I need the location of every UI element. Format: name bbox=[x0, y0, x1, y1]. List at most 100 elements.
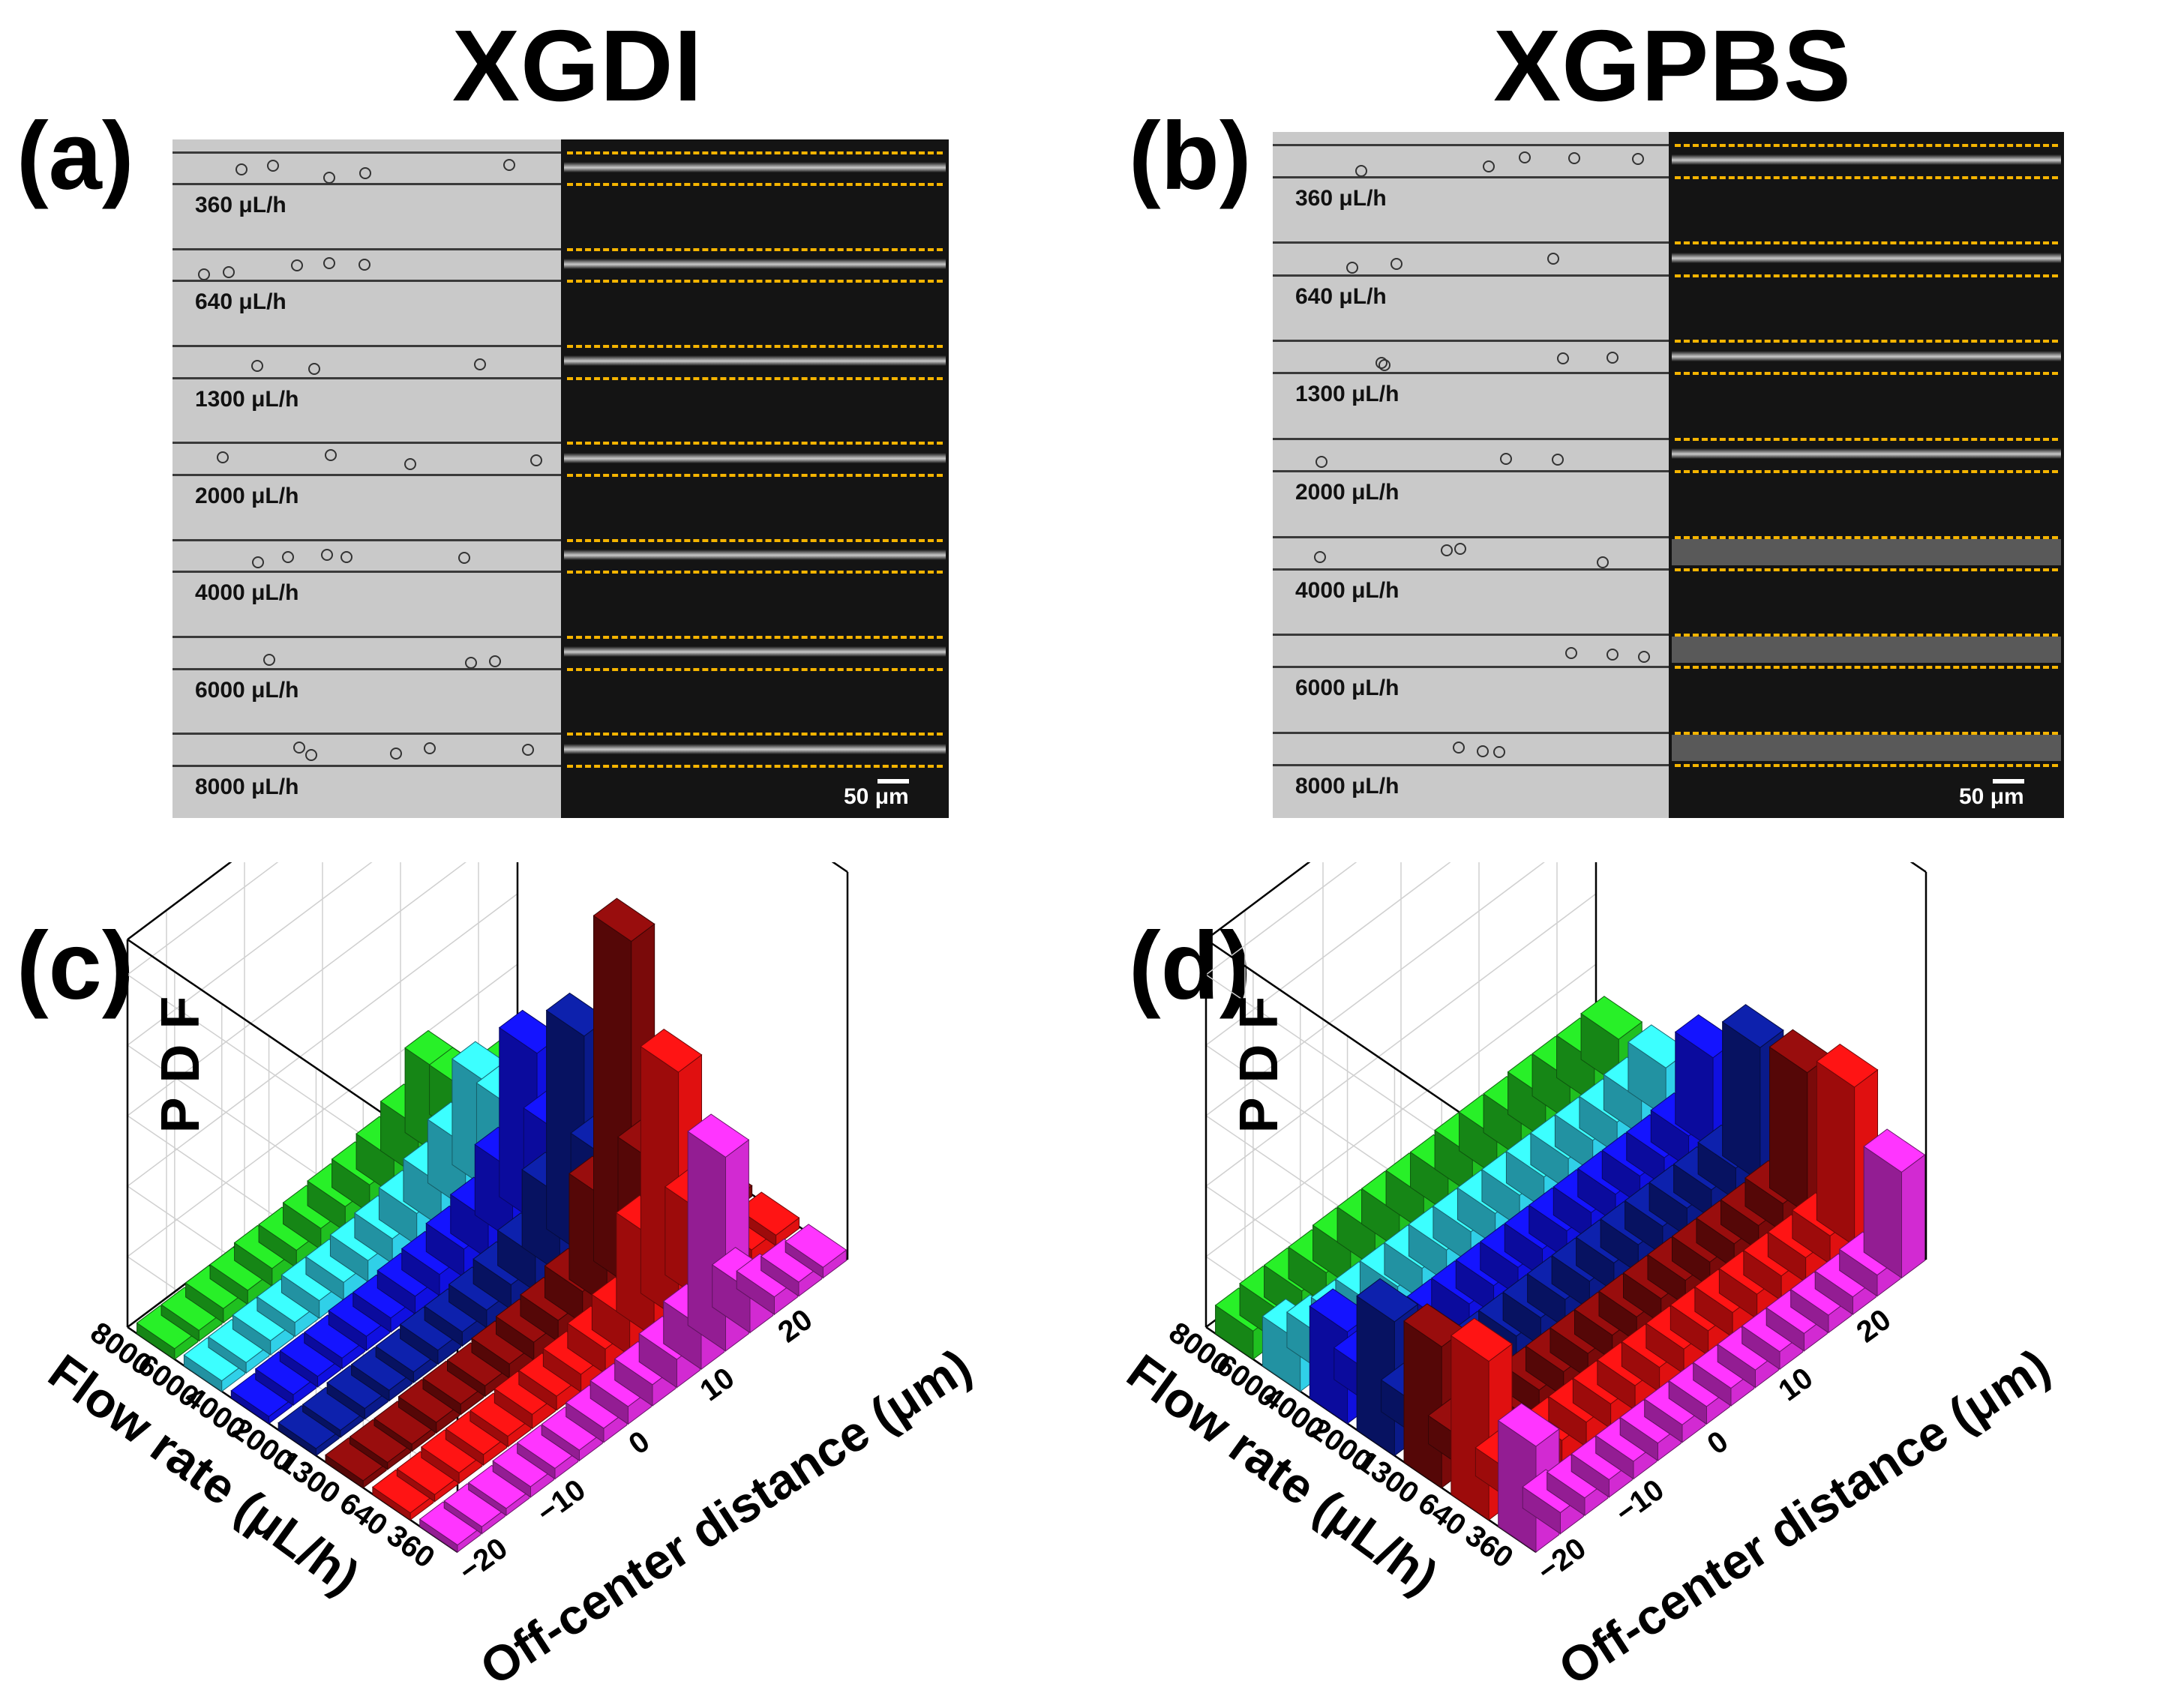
bar-top bbox=[396, 1451, 459, 1495]
flow-rate-label: 4000 μL/h bbox=[195, 580, 299, 606]
bar-side bbox=[1769, 1046, 1808, 1215]
channel-boundary-dashed bbox=[1675, 535, 2058, 539]
bar-top bbox=[640, 1028, 703, 1073]
particle bbox=[1390, 257, 1403, 270]
particle bbox=[266, 159, 279, 172]
distance-tick: 0 bbox=[622, 1425, 656, 1461]
channel-boundary-dashed bbox=[567, 635, 943, 639]
focused-stream bbox=[564, 743, 946, 754]
particle bbox=[1547, 253, 1560, 265]
channel-boundary-dashed bbox=[1675, 764, 2058, 768]
title-xgpbs: XGPBS bbox=[1493, 9, 1852, 122]
particle bbox=[1638, 651, 1651, 664]
channel-wall bbox=[1273, 469, 1669, 472]
bar-top bbox=[446, 1342, 509, 1386]
focused-stream bbox=[1672, 350, 2061, 361]
focused-stream bbox=[564, 259, 946, 270]
focused-stream bbox=[1672, 637, 2061, 664]
flow-rate-label: 8000 μL/h bbox=[1295, 774, 1400, 799]
channel-boundary-dashed bbox=[1675, 731, 2058, 735]
micrograph-xgpbs: 360 μL/h 640 μL/h 1300 μL/h 2000 μL/h 4000 μ… bbox=[1273, 132, 2064, 818]
channel-boundary-dashed bbox=[1675, 340, 2058, 343]
particle bbox=[1354, 164, 1367, 177]
channel-wall bbox=[172, 280, 561, 283]
bar-top bbox=[325, 1437, 388, 1482]
channel-boundary-dashed bbox=[1675, 469, 2058, 473]
channel-wall bbox=[172, 151, 561, 154]
bar-top bbox=[279, 1332, 342, 1377]
bar-top bbox=[1863, 1128, 1926, 1173]
bar-top bbox=[230, 1373, 293, 1417]
particle bbox=[235, 163, 248, 175]
particle bbox=[423, 742, 436, 755]
bar-top bbox=[784, 1224, 848, 1268]
bar-top bbox=[1580, 996, 1643, 1040]
particle bbox=[1499, 452, 1512, 465]
fluorescence-image bbox=[561, 139, 949, 818]
channel-wall bbox=[172, 442, 561, 445]
bar-top bbox=[398, 1379, 460, 1423]
particle bbox=[458, 551, 471, 564]
flow-rate-label: 360 μL/h bbox=[1295, 185, 1387, 211]
particle bbox=[1378, 358, 1391, 371]
channel-wall bbox=[172, 764, 561, 767]
panel-label-b: (b) bbox=[1129, 103, 1252, 210]
channel-wall bbox=[172, 376, 561, 379]
z-axis-title: P D F bbox=[1229, 996, 1289, 1134]
channel-wall bbox=[1273, 634, 1669, 637]
channel-boundary-dashed bbox=[567, 280, 943, 283]
bar-side bbox=[1403, 1320, 1442, 1489]
particle bbox=[404, 457, 416, 470]
channel-wall bbox=[172, 345, 561, 348]
particle bbox=[1346, 262, 1359, 274]
particle bbox=[251, 556, 264, 568]
bar-top bbox=[1497, 1402, 1560, 1447]
bar-top bbox=[516, 1425, 579, 1470]
bar-top bbox=[303, 1314, 366, 1359]
bar-top bbox=[278, 1404, 340, 1449]
scale-bar-label: 50 μm bbox=[1959, 784, 2024, 809]
particle bbox=[305, 749, 318, 762]
particle bbox=[223, 265, 236, 278]
axis-edge bbox=[831, 862, 848, 873]
scale-bar-label: 50 μm bbox=[844, 784, 909, 809]
channel-boundary-dashed bbox=[567, 538, 943, 542]
focused-stream bbox=[1672, 734, 2061, 762]
channel-boundary-dashed bbox=[567, 376, 943, 380]
channel-wall bbox=[1273, 437, 1669, 440]
channel-boundary-dashed bbox=[567, 151, 943, 154]
bar-top bbox=[136, 1305, 199, 1350]
axis-edge bbox=[1910, 862, 1927, 873]
channel-boundary-dashed bbox=[567, 183, 943, 187]
focused-stream bbox=[564, 452, 946, 463]
bar-top bbox=[541, 1406, 604, 1451]
channel-boundary-dashed bbox=[1675, 666, 2058, 670]
bar-top bbox=[254, 1351, 317, 1395]
bar-top bbox=[492, 1443, 555, 1488]
channel-boundary-dashed bbox=[1675, 372, 2058, 376]
channel-wall bbox=[1273, 731, 1669, 734]
channel-wall bbox=[172, 635, 561, 638]
channel-wall bbox=[1273, 340, 1669, 343]
bar-side bbox=[687, 1131, 726, 1352]
panel-label-d: (d) bbox=[1129, 912, 1252, 1020]
channel-wall bbox=[1273, 764, 1669, 767]
particle bbox=[1314, 550, 1327, 563]
channel-boundary-dashed bbox=[567, 247, 943, 251]
focused-stream bbox=[1672, 448, 2061, 460]
particle bbox=[321, 548, 334, 561]
bar-top bbox=[183, 1337, 246, 1382]
bar-top bbox=[326, 1365, 389, 1410]
distance-tick: 0 bbox=[1701, 1425, 1734, 1461]
channel-boundary-dashed bbox=[567, 667, 943, 671]
scale-bar bbox=[1993, 779, 2024, 784]
bar bbox=[1901, 1154, 1925, 1279]
particle bbox=[217, 451, 230, 463]
axis-edge bbox=[127, 862, 232, 940]
particle bbox=[1564, 646, 1577, 659]
bar-top bbox=[375, 1328, 438, 1373]
series-360 bbox=[1497, 1128, 1926, 1553]
bar-top bbox=[737, 1191, 800, 1236]
